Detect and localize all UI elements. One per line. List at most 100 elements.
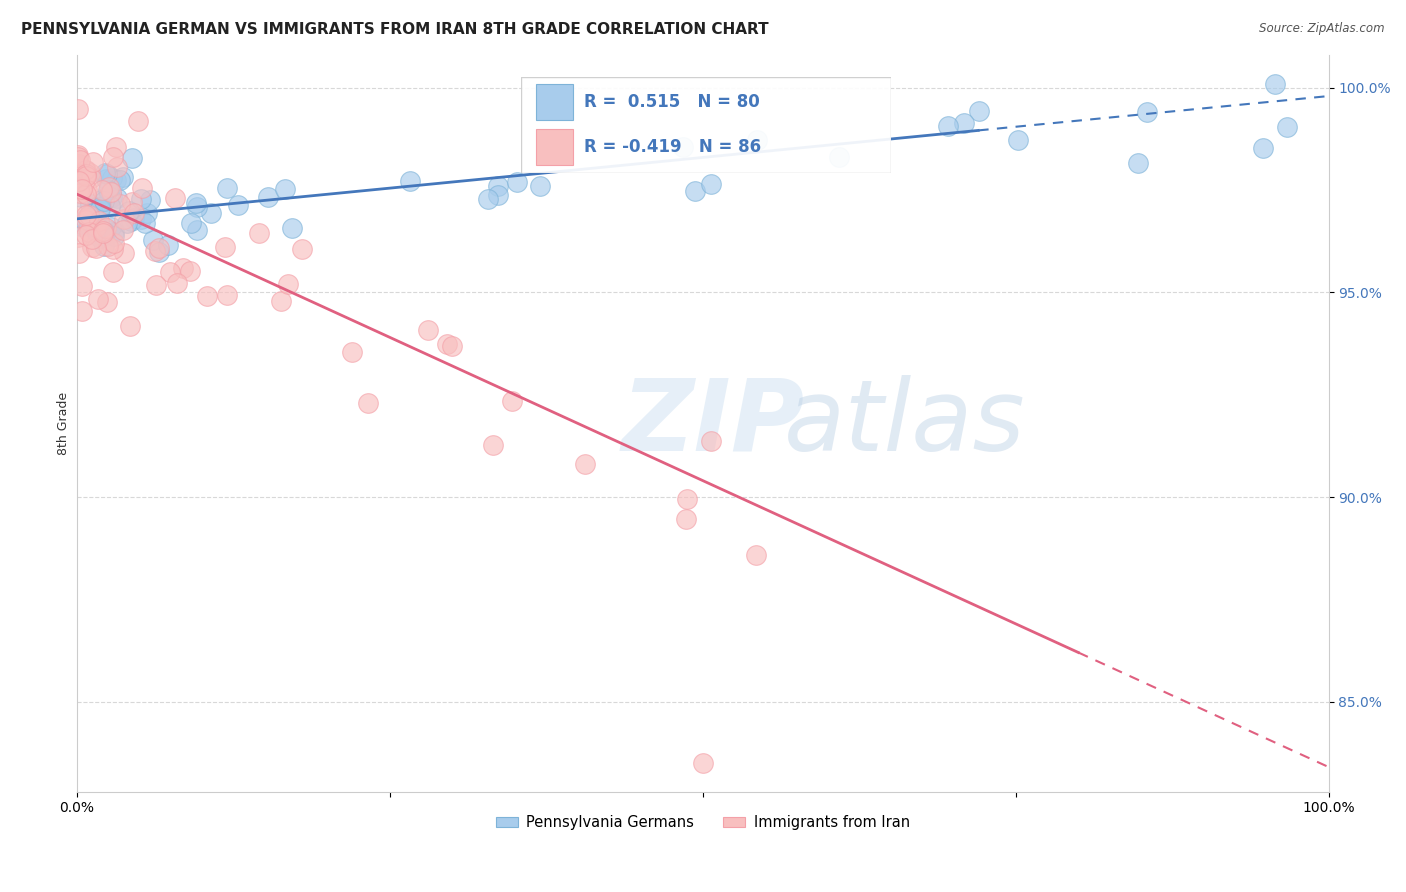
Point xyxy=(94,166,117,180)
Point xyxy=(180,216,202,230)
Point xyxy=(84,224,107,238)
Point xyxy=(98,179,121,194)
Point xyxy=(89,200,111,214)
Point xyxy=(96,223,118,237)
Point xyxy=(100,186,122,200)
Point xyxy=(217,180,239,194)
Point xyxy=(226,198,249,212)
Point xyxy=(440,339,463,353)
Point xyxy=(486,188,509,202)
Point xyxy=(214,239,236,253)
Point xyxy=(82,154,104,169)
Point xyxy=(97,183,120,197)
Point xyxy=(683,184,706,198)
Point xyxy=(280,221,302,235)
Point xyxy=(77,208,100,222)
Point xyxy=(142,233,165,247)
Point xyxy=(676,492,699,507)
Point xyxy=(486,179,509,194)
Point xyxy=(75,228,97,243)
Point xyxy=(67,157,90,171)
Point xyxy=(105,140,128,154)
Point xyxy=(416,323,439,337)
Point xyxy=(76,183,98,197)
Point xyxy=(104,172,127,186)
Point xyxy=(67,229,90,244)
Point xyxy=(506,175,529,189)
Point xyxy=(436,336,458,351)
Point xyxy=(398,174,420,188)
Point xyxy=(1275,120,1298,134)
Point xyxy=(257,190,280,204)
Point xyxy=(94,172,117,186)
Point xyxy=(103,228,125,243)
Point xyxy=(96,295,118,310)
Point xyxy=(67,246,90,260)
Point xyxy=(69,186,91,200)
Point xyxy=(82,202,104,216)
Point xyxy=(1128,155,1150,169)
Point xyxy=(77,219,100,233)
Point xyxy=(89,214,111,228)
Point xyxy=(1007,132,1029,146)
Point xyxy=(67,150,90,164)
Point xyxy=(166,277,188,291)
Point xyxy=(247,226,270,240)
Point xyxy=(952,116,974,130)
Text: atlas: atlas xyxy=(785,375,1026,472)
Point xyxy=(79,225,101,239)
Point xyxy=(80,239,103,253)
Point xyxy=(75,167,97,181)
Point xyxy=(101,242,124,256)
Point xyxy=(82,206,104,220)
Text: ZIP: ZIP xyxy=(621,375,804,472)
Point xyxy=(70,182,93,196)
Point xyxy=(117,216,139,230)
Point xyxy=(159,265,181,279)
Point xyxy=(747,133,769,147)
Point xyxy=(89,202,111,216)
Point xyxy=(112,245,135,260)
Point xyxy=(112,211,135,226)
Point xyxy=(97,187,120,202)
Point xyxy=(127,114,149,128)
Point xyxy=(93,223,115,237)
Point xyxy=(357,396,380,410)
Point xyxy=(501,393,523,408)
Point xyxy=(700,177,723,191)
Point xyxy=(94,220,117,235)
Point xyxy=(101,171,124,186)
Point xyxy=(121,194,143,209)
Y-axis label: 8th Grade: 8th Grade xyxy=(58,392,70,455)
Point xyxy=(120,213,142,227)
Point xyxy=(75,163,97,178)
Point xyxy=(105,161,128,175)
Point xyxy=(184,195,207,210)
Point xyxy=(163,191,186,205)
Point xyxy=(1251,140,1274,154)
Point xyxy=(270,293,292,308)
Point xyxy=(105,191,128,205)
Text: PENNSYLVANIA GERMAN VS IMMIGRANTS FROM IRAN 8TH GRADE CORRELATION CHART: PENNSYLVANIA GERMAN VS IMMIGRANTS FROM I… xyxy=(21,22,769,37)
Point xyxy=(342,344,364,359)
Legend: Pennsylvania Germans, Immigrants from Iran: Pennsylvania Germans, Immigrants from Ir… xyxy=(489,809,915,836)
Point xyxy=(67,148,90,162)
Point xyxy=(135,206,157,220)
Point xyxy=(179,264,201,278)
Point xyxy=(481,438,503,452)
Point xyxy=(75,187,97,202)
Point xyxy=(75,208,97,222)
Point xyxy=(172,260,194,275)
Point xyxy=(72,303,94,318)
Point xyxy=(1264,77,1286,91)
Point xyxy=(80,170,103,185)
Point xyxy=(73,213,96,227)
Point xyxy=(98,199,121,213)
Point xyxy=(157,238,180,252)
Point xyxy=(277,277,299,291)
Point xyxy=(89,231,111,245)
Point xyxy=(77,215,100,229)
Point xyxy=(574,458,596,472)
Point xyxy=(112,169,135,184)
Point xyxy=(86,292,108,306)
